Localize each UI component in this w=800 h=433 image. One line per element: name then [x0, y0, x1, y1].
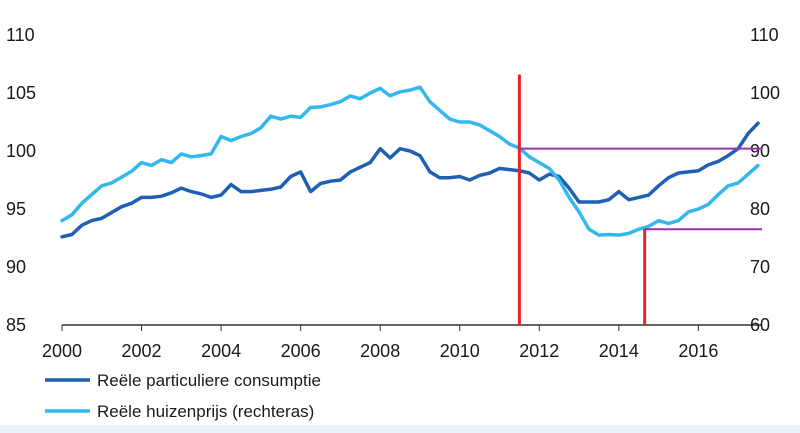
- left-tick-label: 85: [6, 315, 26, 335]
- right-tick-label: 80: [750, 199, 770, 219]
- legend-label: Reële particuliere consumptie: [97, 371, 321, 390]
- left-tick-label: 100: [6, 141, 36, 161]
- left-tick-label: 95: [6, 199, 26, 219]
- x-tick-label: 2000: [42, 341, 82, 361]
- x-tick-label: 2012: [519, 341, 559, 361]
- x-tick-label: 2014: [599, 341, 639, 361]
- legend: Reële particuliere consumptie Reële huize…: [45, 371, 321, 421]
- legend-label: Reële huizenprijs (rechteras): [97, 402, 314, 421]
- left-tick-label: 90: [6, 257, 26, 277]
- x-tick-label: 2002: [122, 341, 162, 361]
- x-tick-label: 2016: [678, 341, 718, 361]
- right-tick-label: 70: [750, 257, 770, 277]
- right-tick-label: 100: [750, 83, 780, 103]
- right-tick-label: 60: [750, 315, 770, 335]
- x-tick-label: 2006: [281, 341, 321, 361]
- series-lines: [60, 85, 760, 239]
- left-tick-label: 110: [6, 25, 35, 45]
- right-tick-label: 110: [750, 25, 779, 45]
- annotations: [517, 74, 762, 325]
- x-tick-label: 2010: [440, 341, 480, 361]
- x-tick-label: 2004: [201, 341, 241, 361]
- left-tick-label: 105: [6, 83, 36, 103]
- series-line-consumptie: [60, 121, 760, 239]
- x-tick-label: 2008: [360, 341, 400, 361]
- left-axis-ticks: 85 90 95 100 105 110: [6, 25, 36, 335]
- x-axis-ticks: 2000 2002 2004 2006 2008 2010 2012 2014 2016: [42, 325, 718, 361]
- bottom-bar: [0, 425, 800, 433]
- series-line-huizenprijs: [60, 85, 760, 237]
- right-tick-label: 90: [750, 141, 770, 161]
- right-axis-ticks: 60 70 80 90 100 110: [750, 25, 780, 335]
